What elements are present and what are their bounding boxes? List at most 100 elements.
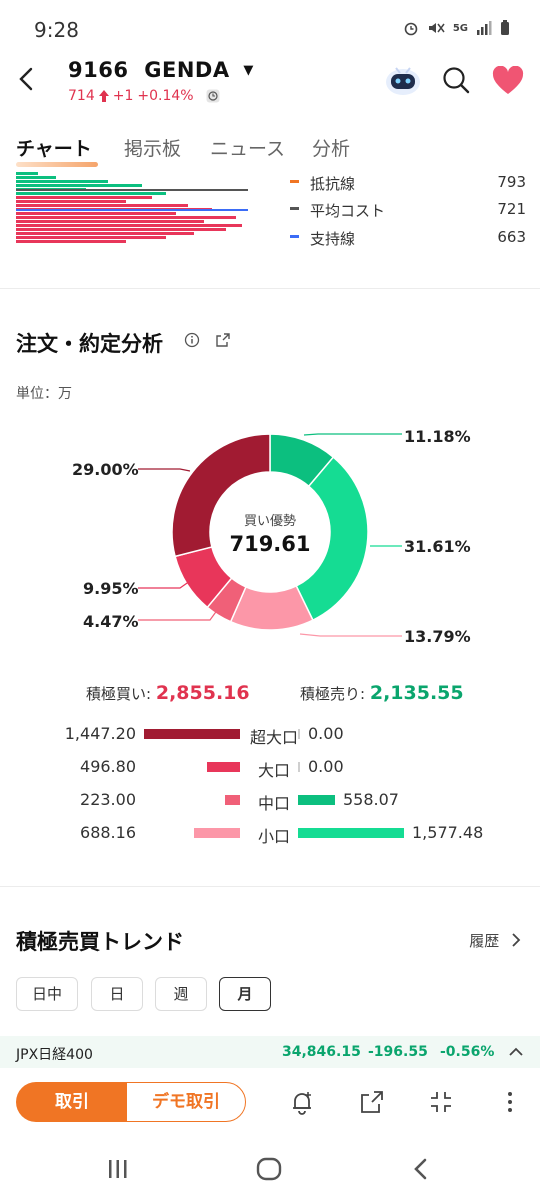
history-label: 履歴 bbox=[469, 932, 500, 950]
buy-value: 2,855.16 bbox=[155, 682, 250, 704]
legend-value: 663 bbox=[497, 228, 526, 246]
price-line: 714 +1 +0.14% bbox=[68, 88, 220, 104]
recent-apps-icon[interactable] bbox=[106, 1158, 130, 1180]
period-intraday-button[interactable]: 日中 bbox=[16, 977, 78, 1011]
buy-value: 223.00 bbox=[80, 790, 136, 809]
slice-label: 9.95% bbox=[83, 579, 139, 598]
section-divider bbox=[0, 288, 540, 289]
tab-board[interactable]: 掲示板 bbox=[124, 138, 182, 160]
info-icon[interactable] bbox=[184, 332, 200, 348]
signal-icon bbox=[477, 21, 492, 35]
section-divider bbox=[0, 886, 540, 887]
sell-value: 2,135.55 bbox=[369, 682, 464, 704]
period-week-button[interactable]: 週 bbox=[155, 977, 207, 1011]
dropdown-caret-icon: ▼ bbox=[243, 63, 254, 78]
legend-value: 721 bbox=[497, 200, 526, 218]
legend-label: 平均コスト bbox=[310, 202, 386, 220]
index-change-pct: -0.56% bbox=[440, 1044, 495, 1060]
donut-center-label: 買い優勢 bbox=[243, 514, 296, 529]
buy-label: 積極買い: bbox=[86, 685, 152, 703]
status-icons: 5G bbox=[403, 20, 510, 36]
sell-bar bbox=[298, 729, 300, 739]
donut-slice-1[interactable] bbox=[295, 456, 369, 622]
tab-chart[interactable]: チャート bbox=[16, 138, 92, 160]
sell-value: 0.00 bbox=[308, 757, 344, 776]
volume-profile-chart[interactable] bbox=[16, 172, 252, 248]
index-ticker-bar[interactable]: JPX日経400 34,846.15 -196.55 -0.56% bbox=[0, 1036, 540, 1068]
buy-value: 1,447.20 bbox=[64, 724, 136, 743]
robot-assistant-icon[interactable] bbox=[382, 62, 424, 98]
support-mark bbox=[290, 235, 299, 238]
bottom-action-bar: 取引 デモ取引 bbox=[0, 1068, 540, 1138]
aggressive-buy-summary: 積極買い: 2,855.16 bbox=[86, 682, 250, 704]
sell-bar bbox=[298, 828, 404, 838]
sell-label: 積極売り: bbox=[300, 685, 366, 703]
stock-price: 714 bbox=[68, 88, 95, 104]
buy-bar bbox=[194, 828, 240, 838]
order-donut-chart[interactable] bbox=[0, 400, 540, 660]
back-nav-icon[interactable] bbox=[410, 1157, 430, 1181]
tab-bar: チャート 掲示板 ニュース 分析 bbox=[0, 124, 540, 168]
period-month-button[interactable]: 月 bbox=[219, 977, 271, 1011]
legend-value: 793 bbox=[497, 173, 526, 191]
stock-code: 9166 bbox=[68, 58, 129, 82]
donut-center-value: 719.61 bbox=[229, 532, 311, 556]
mute-icon bbox=[428, 23, 445, 33]
slice-label: 4.47% bbox=[83, 612, 139, 631]
buy-value: 688.16 bbox=[80, 823, 136, 842]
breakdown-row: 1,447.20 超大口 0.00 bbox=[0, 721, 540, 747]
trade-button[interactable]: 取引 bbox=[16, 1082, 128, 1122]
price-change: +1 bbox=[112, 88, 134, 104]
legend-label: 抵抗線 bbox=[310, 175, 356, 193]
market-clock-icon bbox=[206, 89, 220, 103]
sell-value: 558.07 bbox=[343, 790, 399, 809]
up-arrow-icon bbox=[98, 90, 109, 102]
chevron-right-icon bbox=[512, 933, 521, 947]
aggressive-sell-summary: 積極売り: 2,135.55 bbox=[300, 682, 464, 704]
back-arrow-icon[interactable] bbox=[12, 64, 42, 94]
legend-average-cost: 平均コスト 721 bbox=[290, 198, 526, 220]
legend-label: 支持線 bbox=[310, 230, 356, 248]
index-change: -196.55 bbox=[368, 1044, 428, 1060]
index-value: 34,846.15 bbox=[282, 1044, 361, 1060]
chevron-up-icon[interactable] bbox=[508, 1046, 524, 1058]
alert-bell-icon[interactable] bbox=[288, 1088, 316, 1116]
slice-label: 11.18% bbox=[404, 427, 471, 446]
home-icon[interactable] bbox=[256, 1157, 282, 1181]
system-nav-bar bbox=[0, 1138, 540, 1200]
share-icon[interactable] bbox=[358, 1088, 386, 1116]
alarm-icon bbox=[404, 22, 418, 36]
price-change-pct: +0.14% bbox=[137, 88, 194, 104]
buy-bar bbox=[144, 729, 240, 739]
sell-value: 1,577.48 bbox=[412, 823, 484, 842]
sell-bar bbox=[298, 762, 300, 772]
more-options-icon[interactable] bbox=[496, 1088, 524, 1116]
unit-label: 単位：万 bbox=[16, 386, 72, 402]
legend-resistance: 抵抗線 793 bbox=[290, 171, 526, 193]
average-cost-mark bbox=[290, 207, 299, 210]
breakdown-row: 223.00 中口 558.07 bbox=[0, 787, 540, 813]
stock-title[interactable]: 9166 GENDA ▼ bbox=[68, 58, 254, 82]
tab-analysis[interactable]: 分析 bbox=[312, 138, 351, 160]
favorite-heart-icon[interactable] bbox=[492, 66, 524, 96]
tab-news[interactable]: ニュース bbox=[210, 138, 286, 160]
collapse-icon[interactable] bbox=[427, 1088, 455, 1116]
trend-title: 積極売買トレンド bbox=[16, 930, 184, 954]
history-link[interactable]: 履歴 bbox=[469, 930, 522, 951]
status-bar: 9:28 5G bbox=[0, 0, 540, 52]
category-label: 超大口 bbox=[249, 728, 298, 747]
resistance-mark bbox=[290, 180, 299, 183]
share-icon[interactable] bbox=[215, 332, 231, 348]
search-icon[interactable] bbox=[440, 64, 472, 96]
sell-bar bbox=[298, 795, 335, 805]
donut-slice-5[interactable] bbox=[171, 433, 271, 558]
network-label: 5G bbox=[452, 22, 468, 34]
category-label: 小口 bbox=[257, 827, 290, 846]
slice-label: 29.00% bbox=[72, 460, 139, 479]
slice-label: 31.61% bbox=[404, 537, 471, 556]
period-day-button[interactable]: 日 bbox=[91, 977, 143, 1011]
buy-bar bbox=[225, 795, 240, 805]
category-label: 中口 bbox=[257, 794, 290, 813]
sell-value: 0.00 bbox=[308, 724, 344, 743]
demo-trade-button[interactable]: デモ取引 bbox=[126, 1082, 246, 1122]
